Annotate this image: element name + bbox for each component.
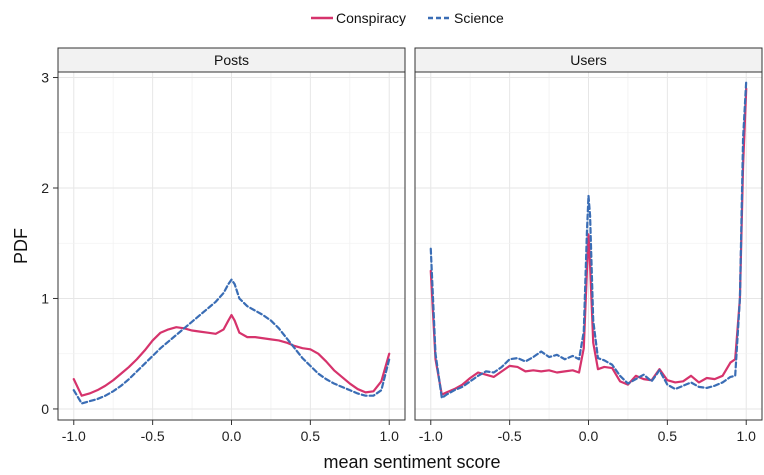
legend: Conspiracy Science (311, 10, 504, 26)
y-axis: 0 1 2 3 (41, 70, 58, 417)
legend-label-conspiracy: Conspiracy (336, 10, 406, 26)
x-tick-label-posts-0: -1.0 (62, 428, 86, 444)
grid-posts (58, 72, 405, 420)
strip-posts (57, 47, 406, 73)
panel-posts: Posts (57, 47, 406, 421)
y-tick-label-2: 2 (41, 180, 49, 196)
x-tick-label-users-1: -0.5 (498, 428, 522, 444)
x-tick-label-users-2: 0.0 (579, 428, 599, 444)
legend-label-science: Science (454, 10, 504, 26)
y-tick-label-3: 3 (41, 70, 49, 86)
strip-label-posts: Posts (214, 52, 249, 68)
x-tick-label-posts-3: 0.5 (301, 428, 321, 444)
x-tick-label-users-0: -1.0 (419, 428, 443, 444)
y-tick-label-1: 1 (41, 290, 49, 306)
x-axis-users: -1.0 -0.5 0.0 0.5 1.0 (419, 420, 756, 444)
x-tick-label-posts-1: -0.5 (141, 428, 165, 444)
x-tick-label-users-3: 0.5 (658, 428, 678, 444)
x-tick-label-posts-4: 1.0 (379, 428, 399, 444)
y-axis-title: PDF (11, 228, 31, 264)
series-line-conspiracy-posts (72, 313, 391, 397)
x-axis-posts: -1.0 -0.5 0.0 0.5 1.0 (62, 420, 399, 444)
series-group-users (429, 79, 748, 399)
series-line-science-posts (72, 278, 391, 405)
strip-users (414, 47, 763, 73)
y-tick-label-0: 0 (41, 401, 49, 417)
x-tick-label-posts-2: 0.0 (222, 428, 242, 444)
series-group-posts (72, 278, 391, 405)
x-axis-title: mean sentiment score (323, 452, 500, 472)
series-line-science-users (429, 79, 748, 399)
panel-users: Users (414, 47, 763, 421)
x-tick-label-users-4: 1.0 (736, 428, 756, 444)
series-line-conspiracy-users (429, 87, 748, 396)
strip-label-users: Users (570, 52, 607, 68)
grid-users (415, 72, 762, 420)
